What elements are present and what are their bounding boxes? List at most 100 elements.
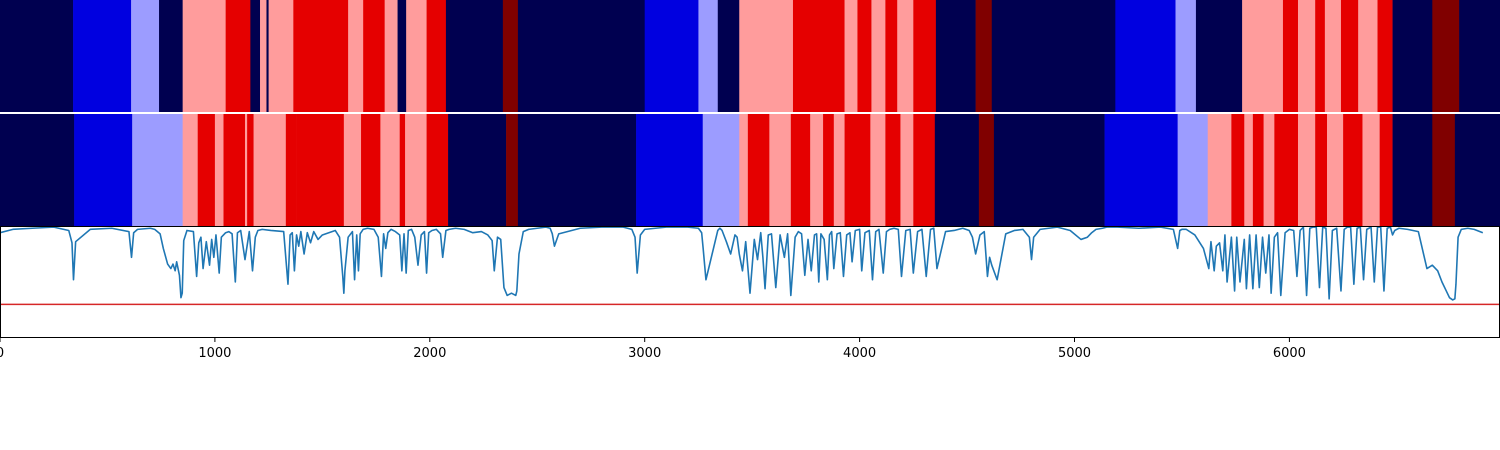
class-segment [253, 114, 287, 226]
class-segment [266, 0, 269, 112]
class-segment [448, 114, 507, 226]
class-segment [747, 114, 770, 226]
class-segment [991, 0, 1116, 112]
class-segment [74, 114, 133, 226]
class-segment [885, 0, 898, 112]
class-segment [182, 0, 226, 112]
class-segment [1340, 0, 1359, 112]
class-segment [792, 0, 845, 112]
class-segment [1274, 114, 1299, 226]
class-segment [636, 114, 704, 226]
class-segment [975, 0, 993, 112]
class-segment [197, 114, 216, 226]
x-tick-label: 6000 [1273, 346, 1306, 361]
class-segment [857, 0, 872, 112]
class-segment [833, 114, 845, 226]
class-segment [1207, 114, 1232, 226]
class-segment [1263, 114, 1275, 226]
class-segment [405, 114, 427, 226]
class-segment [1432, 0, 1460, 112]
class-segment [1392, 114, 1433, 226]
x-tick-label: 5000 [1058, 346, 1091, 361]
class-segment [1362, 114, 1380, 226]
class-segment [268, 0, 294, 112]
class-segment [0, 0, 74, 112]
class-segment [426, 0, 447, 112]
class-segment [1377, 0, 1393, 112]
class-segment [260, 0, 267, 112]
class-segment [159, 0, 183, 112]
class-segment [348, 0, 364, 112]
class-segment [1379, 114, 1393, 226]
class-segment [844, 0, 858, 112]
class-segment [343, 114, 362, 226]
class-segment [810, 114, 824, 226]
class-segment [1195, 0, 1243, 112]
class-segment [250, 0, 261, 112]
class-segment [131, 0, 160, 112]
class-segment [698, 0, 719, 112]
class-segment [790, 114, 811, 226]
class-segment [293, 0, 349, 112]
class-segment [844, 114, 871, 226]
class-segment [1459, 0, 1500, 112]
class-segment [739, 0, 794, 112]
class-segment [870, 114, 886, 226]
class-segment [361, 114, 381, 226]
class-segment [1282, 0, 1299, 112]
class-segment [1324, 0, 1342, 112]
class-segment [913, 0, 937, 112]
class-segment [380, 114, 401, 226]
class-segment [935, 0, 976, 112]
class-segment [182, 114, 198, 226]
class-segment [1297, 0, 1316, 112]
class-segment [225, 0, 251, 112]
class-segment [244, 114, 248, 226]
class-segment [517, 114, 637, 226]
class-segment [1115, 0, 1176, 112]
class-segment [993, 114, 1105, 226]
class-segment [1392, 0, 1433, 112]
class-segment [1315, 0, 1326, 112]
class-segment [502, 0, 519, 112]
class-segment [1177, 114, 1209, 226]
class-segment [717, 0, 740, 112]
x-tick-label: 3000 [628, 346, 661, 361]
class-segment [644, 0, 699, 112]
class-segment [823, 114, 835, 226]
class-segment [1454, 114, 1500, 226]
class-strip-row-1 [0, 0, 1500, 112]
class-segment [406, 0, 427, 112]
class-segment [1231, 114, 1245, 226]
class-segment [1252, 114, 1264, 226]
class-strip-row-2 [0, 114, 1500, 226]
class-segment [913, 114, 936, 226]
class-segment [397, 0, 407, 112]
class-segment [769, 114, 792, 226]
class-segment [885, 114, 901, 226]
class-segment [1175, 0, 1197, 112]
class-segment [285, 114, 297, 226]
probability-curve-panel [0, 226, 1500, 338]
class-segment [247, 114, 254, 226]
curve-panel-background [0, 226, 1500, 338]
class-segment [739, 114, 749, 226]
class-segment [506, 114, 519, 226]
class-segment [296, 114, 345, 226]
x-tick-label: 2000 [413, 346, 446, 361]
class-segment [517, 0, 645, 112]
class-segment [132, 114, 183, 226]
class-segment [871, 0, 886, 112]
class-segment [363, 0, 385, 112]
class-segment [223, 114, 246, 226]
class-segment [1297, 114, 1316, 226]
class-segment [1244, 114, 1254, 226]
x-tick-label: 0 [0, 346, 4, 361]
class-segment [900, 114, 914, 226]
probability-curve [0, 226, 1484, 301]
x-tick-label: 1000 [198, 346, 231, 361]
x-tick-label: 4000 [843, 346, 876, 361]
class-segment [214, 114, 224, 226]
class-segment [1343, 114, 1363, 226]
class-segment [1327, 114, 1344, 226]
